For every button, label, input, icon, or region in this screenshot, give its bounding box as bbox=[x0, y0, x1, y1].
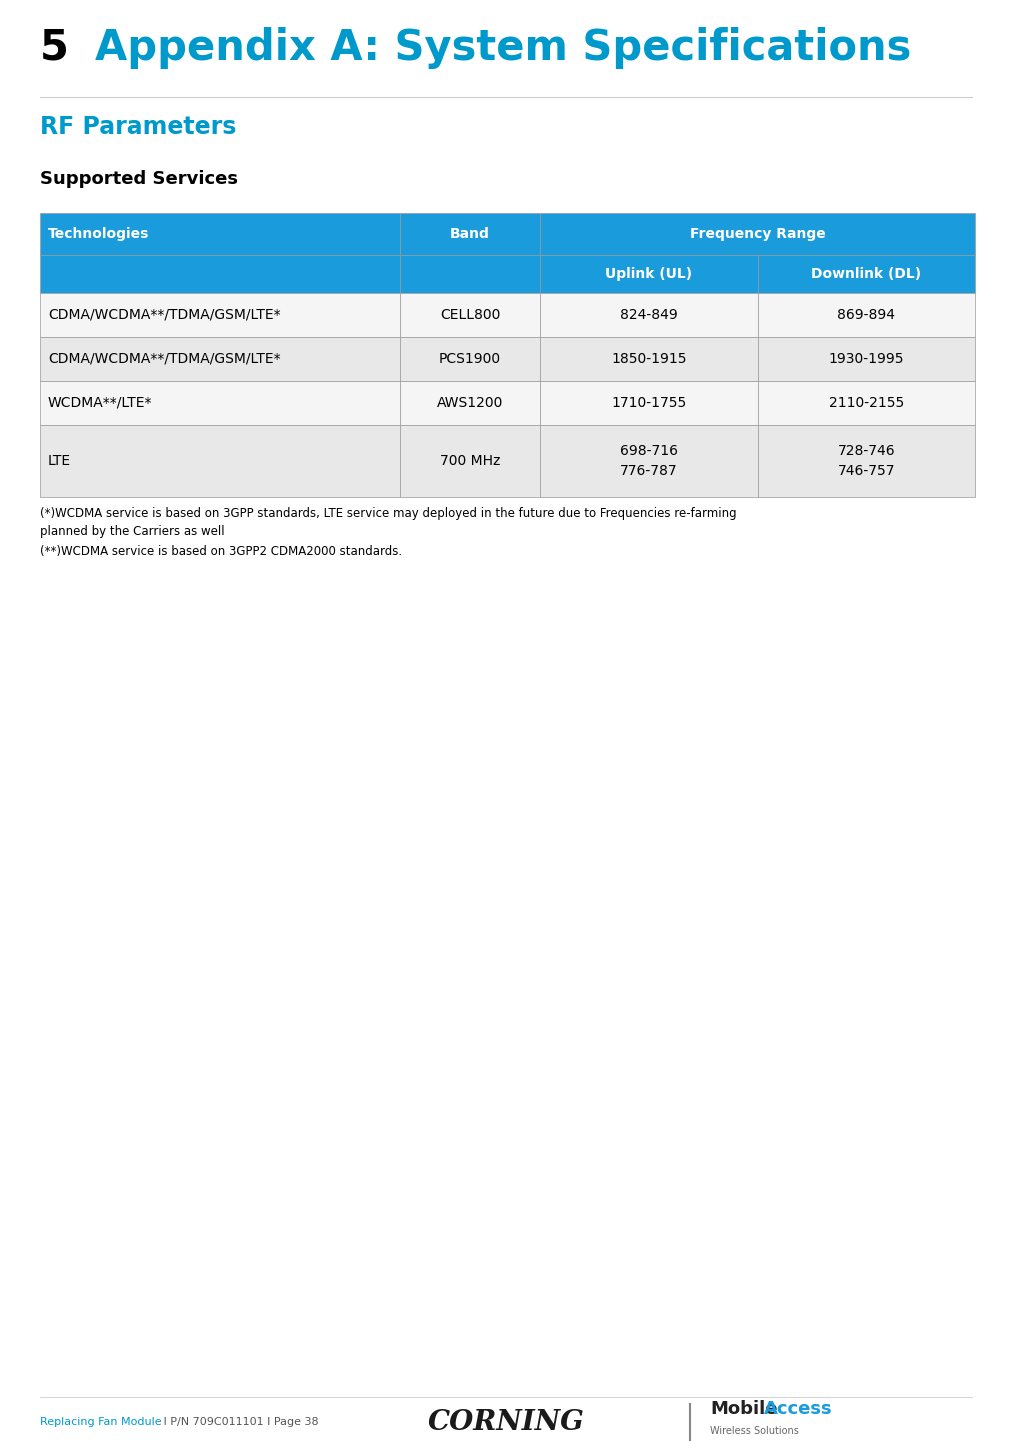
Bar bbox=[757, 425, 974, 497]
Text: (*)WCDMA service is based on 3GPP standards, LTE service may deployed in the fut: (*)WCDMA service is based on 3GPP standa… bbox=[40, 507, 736, 539]
Text: Uplink (UL): Uplink (UL) bbox=[605, 267, 692, 282]
Bar bbox=[399, 425, 540, 497]
Text: CDMA/WCDMA**/TDMA/GSM/LTE*: CDMA/WCDMA**/TDMA/GSM/LTE* bbox=[48, 308, 280, 322]
Text: PCS1900: PCS1900 bbox=[439, 351, 500, 366]
Text: 1930-1995: 1930-1995 bbox=[828, 351, 903, 366]
Bar bbox=[757, 380, 974, 425]
Text: Supported Services: Supported Services bbox=[40, 170, 238, 187]
Bar bbox=[399, 213, 540, 256]
Text: 2110-2155: 2110-2155 bbox=[828, 396, 903, 409]
Text: 728-746
746-757: 728-746 746-757 bbox=[837, 444, 895, 478]
Text: 700 MHz: 700 MHz bbox=[440, 454, 499, 468]
Text: Access: Access bbox=[763, 1400, 832, 1419]
Bar bbox=[540, 425, 757, 497]
Text: Appendix A: System Specifications: Appendix A: System Specifications bbox=[95, 28, 911, 70]
Text: CDMA/WCDMA**/TDMA/GSM/LTE*: CDMA/WCDMA**/TDMA/GSM/LTE* bbox=[48, 351, 280, 366]
Bar bbox=[40, 425, 399, 497]
Bar bbox=[399, 293, 540, 337]
Text: (**)WCDMA service is based on 3GPP2 CDMA2000 standards.: (**)WCDMA service is based on 3GPP2 CDMA… bbox=[40, 544, 401, 558]
Bar bbox=[40, 256, 399, 293]
Text: CORNING: CORNING bbox=[427, 1408, 584, 1436]
Text: AWS1200: AWS1200 bbox=[437, 396, 502, 409]
Text: Mobile: Mobile bbox=[710, 1400, 776, 1419]
Text: 869-894: 869-894 bbox=[836, 308, 895, 322]
Bar bbox=[40, 213, 399, 256]
Bar bbox=[757, 337, 974, 380]
Text: LTE: LTE bbox=[48, 454, 71, 468]
Text: 1850-1915: 1850-1915 bbox=[611, 351, 686, 366]
Bar bbox=[540, 256, 757, 293]
Text: 698-716
776-787: 698-716 776-787 bbox=[620, 444, 677, 478]
Bar bbox=[540, 293, 757, 337]
Text: 1710-1755: 1710-1755 bbox=[611, 396, 685, 409]
Text: Frequency Range: Frequency Range bbox=[690, 227, 825, 241]
Text: RF Parameters: RF Parameters bbox=[40, 115, 237, 139]
Text: 824-849: 824-849 bbox=[620, 308, 677, 322]
Bar bbox=[399, 337, 540, 380]
Bar bbox=[757, 293, 974, 337]
Text: WCDMA**/LTE*: WCDMA**/LTE* bbox=[48, 396, 153, 409]
Text: Wireless Solutions: Wireless Solutions bbox=[710, 1426, 798, 1436]
Bar bbox=[540, 213, 974, 256]
Bar bbox=[40, 380, 399, 425]
Text: CELL800: CELL800 bbox=[440, 308, 499, 322]
Bar bbox=[540, 380, 757, 425]
Text: Band: Band bbox=[450, 227, 489, 241]
Text: Replacing Fan Module: Replacing Fan Module bbox=[40, 1417, 162, 1427]
Bar bbox=[399, 380, 540, 425]
Text: I P/N 709C011101 I Page 38: I P/N 709C011101 I Page 38 bbox=[160, 1417, 318, 1427]
Bar bbox=[40, 337, 399, 380]
Text: 5: 5 bbox=[40, 28, 69, 70]
Bar bbox=[757, 256, 974, 293]
Bar bbox=[540, 337, 757, 380]
Bar bbox=[40, 293, 399, 337]
Text: Downlink (DL): Downlink (DL) bbox=[811, 267, 920, 282]
Text: Technologies: Technologies bbox=[48, 227, 150, 241]
Bar bbox=[399, 256, 540, 293]
